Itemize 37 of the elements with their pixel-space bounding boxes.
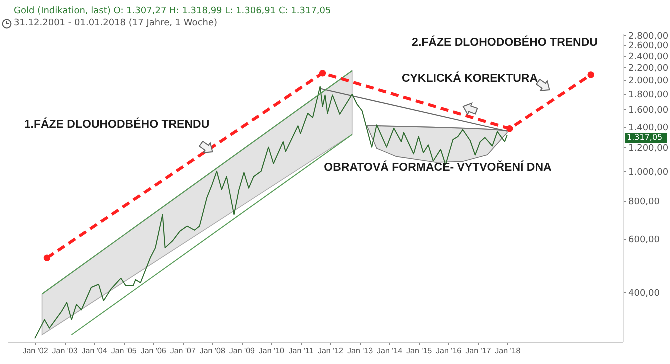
x-tick-label: Jan '11	[288, 346, 314, 356]
y-tick-label: 1.800,00	[628, 90, 669, 100]
x-tick-label: Jan '18	[495, 346, 522, 356]
y-tick-label: 2.600,00	[628, 42, 669, 52]
y-tick-label: 600,00	[628, 235, 660, 246]
y-tick-label: 1.000,00	[628, 168, 669, 178]
y-tick-label: 2.800,00	[628, 32, 669, 42]
annotation: 2.FÁZE DLOHODOBÉHO TRENDU	[412, 35, 598, 49]
y-tick-label: 400,00	[628, 288, 660, 299]
annotation: 1.FÁZE DLOUHODBÉHO TRENDU	[24, 117, 210, 131]
chart-subtitle: 31.12.2001 - 01.01.2018 (17 Jahre, 1 Woche)	[14, 18, 218, 28]
y-tick-label: 2.400,00	[628, 52, 669, 62]
annotation: OBRATOVÁ FORMACE- VYTVOŘENÍ DNA	[324, 160, 552, 174]
x-tick-label: Jan '03	[52, 346, 78, 356]
x-tick-label: Jan '16	[436, 346, 462, 356]
y-tick-label: 1.600,00	[628, 106, 669, 116]
x-tick-label: Jan '15	[406, 346, 433, 356]
y-tick-label: 800,00	[628, 197, 660, 208]
y-tick-label: 2.000,00	[628, 76, 669, 86]
x-tick-label: Jan '08	[200, 346, 226, 356]
x-tick-label: Jan '17	[466, 346, 492, 356]
x-tick-label: Jan '14	[377, 346, 404, 356]
y-tick-label: 2.200,00	[628, 64, 669, 74]
x-tick-label: Jan '06	[140, 346, 167, 356]
x-tick-label: Jan '09	[229, 346, 256, 356]
x-tick-label: Jan '04	[82, 346, 108, 356]
x-tick-label: Jan '07	[170, 346, 196, 356]
y-tick-label: 1.200,00	[628, 144, 669, 154]
chart-title: Gold (Indikation, last) O: 1.307,27 H: 1.318,99 L: 1.306,91 C: 1.317,05	[14, 6, 332, 16]
x-tick-label: Jan '12	[318, 346, 344, 356]
annotation: CYKLICKÁ KOREKTURA	[402, 71, 538, 85]
y-tick-label: 1.400,00	[628, 123, 669, 134]
x-tick-label: Jan '13	[348, 346, 374, 356]
x-tick-label: Jan '02	[22, 346, 49, 356]
x-tick-label: Jan '10	[258, 346, 286, 356]
x-tick-label: Jan '05	[111, 346, 138, 356]
text: 1.317,05	[627, 133, 663, 142]
